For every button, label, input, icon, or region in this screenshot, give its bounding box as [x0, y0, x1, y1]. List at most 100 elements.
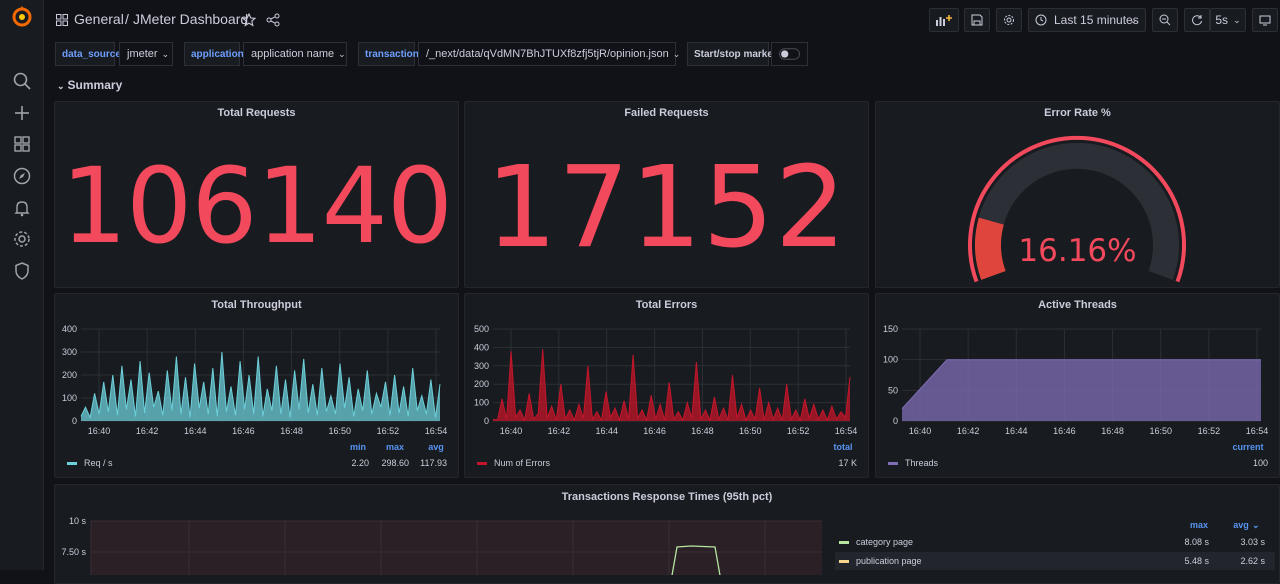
stat-value: 106140 — [60, 145, 453, 267]
refresh-button[interactable] — [1184, 8, 1210, 32]
tv-mode-button[interactable] — [1252, 8, 1278, 32]
legend-min-value: 2.20 — [351, 458, 369, 468]
data-source-value: jmeter — [127, 48, 158, 60]
x-tick-label: 16:46 — [1053, 426, 1076, 436]
panel-title: Active Threads — [1038, 299, 1117, 311]
chevron-down-icon: ⌄ — [161, 48, 170, 59]
row-summary[interactable]: ⌄ Summary — [57, 78, 122, 92]
star-icon[interactable] — [242, 13, 256, 27]
grafana-logo-icon[interactable] — [10, 4, 34, 28]
legend-max-value: 8.08 s — [1184, 537, 1209, 547]
y-tick-label: 0 — [72, 416, 77, 426]
refresh-icon — [1192, 15, 1202, 26]
x-tick-label: 16:50 — [1149, 426, 1172, 436]
x-tick-label: 16:54 — [1246, 426, 1269, 436]
shield-icon[interactable] — [12, 261, 32, 281]
data-source-label: data_source — [55, 42, 121, 66]
legend-header-max[interactable]: max — [385, 442, 404, 452]
y-tick-label: 300 — [474, 361, 489, 371]
legend-swatch — [67, 462, 77, 465]
sort-desc-icon: ⌄ — [1252, 520, 1260, 530]
panel-total-throughput[interactable]: Total Throughput 0 100 200 300 400 16:40 16:42… — [54, 293, 459, 478]
panel-title: Total Throughput — [211, 299, 302, 311]
plus-icon[interactable] — [12, 103, 32, 123]
x-tick-label: 16:40 — [500, 426, 523, 436]
legend-series-name[interactable]: Req / s — [84, 458, 113, 468]
application-select[interactable]: application name ⌄ — [243, 42, 347, 66]
transaction-value: /_next/data/qVdMN7BhJTUXf8zfj5tjR/opinio… — [426, 48, 669, 60]
x-tick-label: 16:40 — [909, 426, 932, 436]
dashboard-grid-icon — [56, 14, 68, 26]
x-tick-label: 16:46 — [643, 426, 666, 436]
breadcrumb-separator: / — [125, 11, 129, 27]
legend-header-avg[interactable]: avg — [1233, 520, 1249, 530]
breadcrumb-folder[interactable]: General — [74, 11, 124, 27]
dashboards-icon[interactable] — [12, 134, 32, 154]
save-icon — [971, 14, 983, 26]
x-tick-label: 16:42 — [548, 426, 571, 436]
panel-total-errors[interactable]: Total Errors 0 100 200 300 400 500 16:40 16:42 1… — [464, 293, 869, 478]
x-tick-label: 16:50 — [328, 426, 351, 436]
panel-title: Total Requests — [217, 107, 296, 119]
row-title: Summary — [67, 78, 123, 92]
x-tick-label: 16:44 — [1005, 426, 1028, 436]
legend-header-min[interactable]: min — [349, 442, 366, 452]
sidebar — [0, 0, 44, 570]
monitor-icon — [1259, 15, 1271, 26]
time-range-label: Last 15 minutes — [1054, 13, 1139, 27]
panel-total-requests[interactable]: Total Requests 106140 — [54, 101, 459, 288]
explore-compass-icon[interactable] — [12, 166, 32, 186]
y-tick-label: 50 — [888, 385, 898, 395]
application-value: application name — [251, 48, 335, 60]
x-tick-label: 16:52 — [1198, 426, 1221, 436]
save-dashboard-button[interactable] — [964, 8, 990, 32]
panel-active-threads[interactable]: Active Threads 0 50 100 150 16:40 16:42 16:44 1… — [875, 293, 1280, 478]
series-line — [492, 349, 851, 422]
search-icon[interactable] — [12, 71, 32, 91]
error-rate-gauge — [968, 135, 1186, 283]
refresh-interval-picker[interactable]: 5s ⌄ — [1210, 8, 1246, 32]
legend-series-name[interactable]: Num of Errors — [494, 458, 551, 468]
dashboard-settings-button[interactable] — [996, 8, 1022, 32]
dashboard-title[interactable]: JMeter Dashboard — [133, 11, 249, 27]
data-source-select[interactable]: jmeter ⌄ — [119, 42, 173, 66]
legend-header-avg[interactable]: avg — [428, 442, 444, 452]
legend-header-current[interactable]: current — [1232, 442, 1264, 452]
legend-header-total[interactable]: total — [833, 442, 853, 452]
time-range-picker[interactable]: Last 15 minutes ⌄ — [1028, 8, 1146, 32]
panel-failed-requests[interactable]: Failed Requests 17152 — [464, 101, 869, 288]
legend-row[interactable]: category page 8.08 s 3.03 s — [835, 533, 1275, 551]
legend-avg-value: 2.62 s — [1240, 556, 1265, 566]
add-panel-button[interactable] — [929, 8, 959, 32]
settings-gear-icon[interactable] — [12, 229, 32, 249]
share-icon[interactable] — [266, 13, 280, 27]
chevron-down-icon: ⌄ — [338, 48, 346, 59]
add-panel-icon — [936, 15, 952, 26]
legend-series-name: category page — [856, 537, 914, 547]
legend-row[interactable]: publication page 5.48 s 2.62 s — [835, 552, 1275, 570]
top-navbar: General / JMeter Dashboard Last 15 minut… — [44, 0, 1280, 40]
x-tick-label: 16:52 — [377, 426, 400, 436]
chevron-down-icon: ⌄ — [1129, 14, 1137, 25]
panel-error-rate[interactable]: Error Rate % 16.16% — [875, 101, 1280, 288]
y-tick-label: 400 — [62, 324, 77, 334]
y-tick-label: 0 — [893, 416, 898, 426]
y-tick-label: 300 — [62, 347, 77, 357]
legend-series-name[interactable]: Threads — [905, 458, 939, 468]
throughput-chart: 0 100 200 300 400 16:40 16:42 16:44 16:46 16:48 16… — [62, 324, 447, 436]
legend-swatch — [477, 462, 487, 465]
legend-avg-value: 117.93 — [420, 458, 447, 468]
x-tick-label: 16:42 — [136, 426, 159, 436]
y-tick-label: 100 — [474, 398, 489, 408]
chevron-down-icon: ⌄ — [57, 81, 65, 91]
legend-avg-value: 3.03 s — [1240, 537, 1265, 547]
stat-value: 17152 — [485, 143, 848, 273]
legend-header-max[interactable]: max — [1189, 520, 1208, 530]
zoom-out-button[interactable] — [1152, 8, 1178, 32]
transaction-select[interactable]: /_next/data/qVdMN7BhJTUXf8zfj5tjR/opinio… — [418, 42, 680, 66]
y-tick-label: 7.50 s — [61, 547, 86, 557]
panel-response-times[interactable]: Transactions Response Times (95th pct) 1… — [54, 484, 1280, 584]
start-stop-marker-toggle[interactable] — [771, 42, 808, 66]
x-tick-label: 16:46 — [232, 426, 255, 436]
alerting-bell-icon[interactable] — [12, 198, 32, 218]
